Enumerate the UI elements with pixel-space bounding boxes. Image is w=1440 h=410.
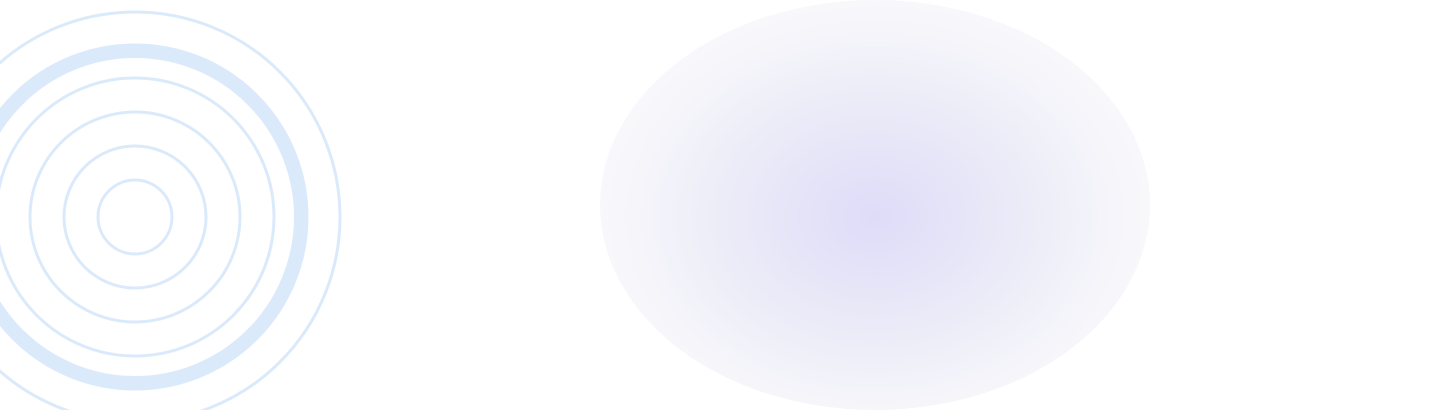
ring-4 <box>0 76 276 358</box>
ring-2 <box>62 144 208 290</box>
ring-5 <box>0 43 309 391</box>
ring-7-thick <box>0 44 308 390</box>
ring-6 <box>0 45 307 389</box>
ring-1 <box>96 178 174 256</box>
ring-8-outer <box>0 10 342 410</box>
radial-glow <box>600 0 1150 410</box>
ring-3 <box>28 110 242 324</box>
